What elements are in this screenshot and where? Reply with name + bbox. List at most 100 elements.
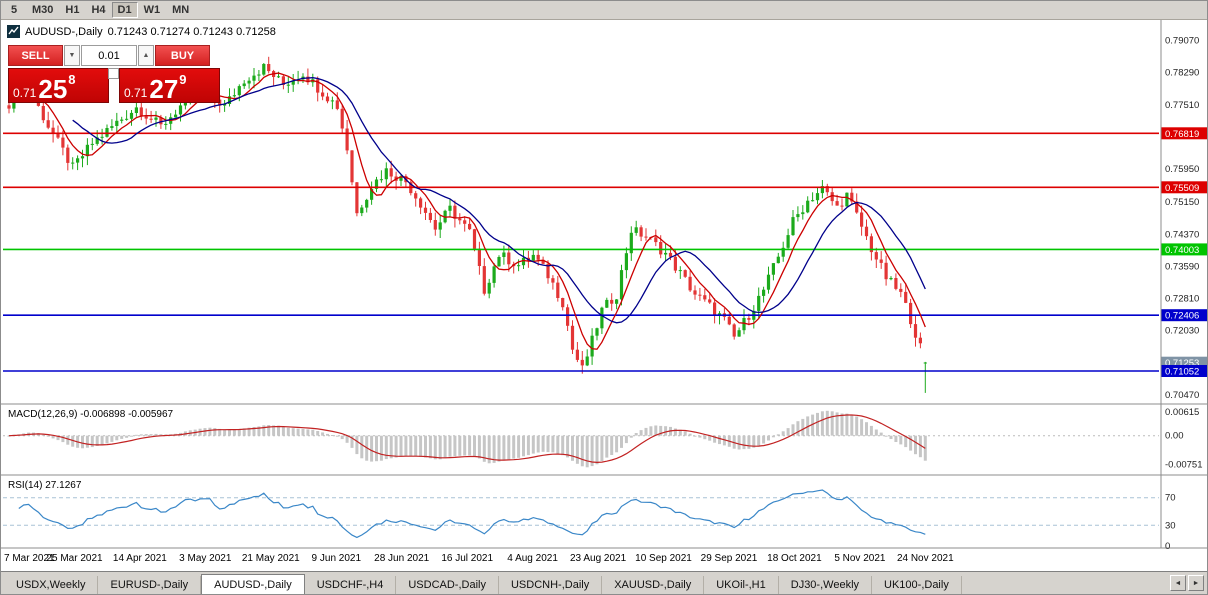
timeframe-button-h1[interactable]: H1 [65,4,80,16]
chart-icon [7,25,20,38]
date-label: 29 Sep 2021 [701,553,758,564]
price-badge: 0.76819 [1161,127,1207,140]
buy-price-pip: 9 [179,72,187,87]
chart-title: AUDUSD-,Daily 0.71243 0.71274 0.71243 0.… [7,25,276,38]
buy-price-big: 27 [149,73,179,104]
chart-tab-bar: USDX,Weekly EURUSD-,Daily AUDUSD-,Daily USD… [1,571,1207,594]
candles-layer [7,56,927,393]
sell-price-main: 0.71 [13,85,37,100]
date-label: 28 Jun 2021 [374,553,429,564]
chart-tabs: USDX,Weekly EURUSD-,Daily AUDUSD-,Daily USD… [4,574,962,594]
chart-area: 0.79070 0.78290 0.77510 0.75950 0.75150 0.743… [1,20,1208,573]
price-badge: 0.74003 [1161,243,1207,256]
chart-canvas[interactable]: 0.79070 0.78290 0.77510 0.75950 0.75150 0.743… [1,20,1208,573]
svg-text:0.00615: 0.00615 [1165,407,1199,418]
price-badge: 0.75509 [1161,181,1207,194]
svg-text:0.00: 0.00 [1165,431,1184,442]
svg-text:30: 30 [1165,520,1176,531]
chart-tab[interactable]: XAUUSD-,Daily [602,576,705,594]
svg-text:70: 70 [1165,493,1176,504]
timeframe-button-d1[interactable]: D1 [111,2,138,18]
ohlc-values: 0.71243 0.71274 0.71243 0.71258 [107,25,276,38]
macd-pane: MACD(12,26,9) -0.006898 -0.005967 0.00615… [3,407,1203,470]
date-label: 9 Jun 2021 [312,553,362,564]
svg-text:0.79070: 0.79070 [1165,36,1199,47]
date-label: 23 Aug 2021 [570,553,627,564]
svg-text:-0.00751: -0.00751 [1165,459,1203,470]
svg-text:0.75509: 0.75509 [1165,183,1199,194]
spread-box [108,68,119,79]
timeframe-button-5[interactable]: 5 [10,4,18,16]
sell-price-big: 25 [38,73,68,104]
price-badge: 0.71052 [1161,365,1207,378]
chart-tab[interactable]: USDCAD-,Daily [396,576,499,594]
svg-text:0.73590: 0.73590 [1165,261,1199,272]
rsi-pane: RSI(14) 27.1267 70 30 0 [3,480,1176,552]
ma-line-14 [72,77,926,324]
svg-text:0: 0 [1165,541,1170,552]
chart-tab[interactable]: USDX,Weekly [4,576,99,594]
svg-text:0.74370: 0.74370 [1165,229,1199,240]
timeframe-button-w1[interactable]: W1 [143,4,161,16]
date-label: 5 Nov 2021 [834,553,886,564]
sell-button[interactable]: SELL [8,45,63,66]
date-label: 25 Mar 2021 [46,553,103,564]
spread-gap [108,68,119,103]
date-label: 18 Oct 2021 [767,553,822,564]
volume-input[interactable] [81,45,137,66]
svg-text:0.71253: 0.71253 [1165,358,1199,369]
timeframe-button-h4[interactable]: H4 [91,4,106,16]
symbol-title: AUDUSD-,Daily [25,25,103,38]
date-label: 4 Aug 2021 [507,553,558,564]
ma-line-6 [33,72,926,350]
tab-scroll-right-icon[interactable]: ► [1188,575,1204,591]
date-label: 10 Sep 2021 [635,553,692,564]
svg-text:0.72810: 0.72810 [1165,294,1199,305]
timeframe-toolbar: 5 M30 H1 H4 D1 W1 MN [1,1,1207,20]
svg-text:0.70470: 0.70470 [1165,390,1199,401]
tab-scroll-left-icon[interactable]: ◄ [1170,575,1186,591]
svg-text:0.78290: 0.78290 [1165,68,1199,79]
one-click-trade-panel: SELL ▼ ▲ BUY 0.71 25 8 0.71 27 9 [8,45,220,103]
date-label: 7 Mar 2021 [4,553,55,564]
svg-text:0.71052: 0.71052 [1165,367,1199,378]
tab-nav: ◄ ► [1170,575,1204,591]
rsi-label: RSI(14) 27.1267 [8,480,82,491]
volume-up-button[interactable]: ▲ [138,45,154,66]
sell-price-pip: 8 [68,72,76,87]
sell-price-box[interactable]: 0.71 25 8 [8,68,109,103]
horizontal-lines-layer[interactable] [3,132,1159,372]
date-label: 16 Jul 2021 [441,553,493,564]
buy-price-box[interactable]: 0.71 27 9 [119,68,220,103]
svg-text:0.75950: 0.75950 [1165,164,1199,175]
buy-price-main: 0.71 [124,85,148,100]
chart-tab[interactable]: USDCHF-,H4 [305,576,397,594]
svg-text:0.72406: 0.72406 [1165,311,1199,322]
date-label: 14 Apr 2021 [113,553,167,564]
pane-separators [1,20,1207,549]
svg-text:0.74003: 0.74003 [1165,245,1199,256]
svg-text:0.76819: 0.76819 [1165,129,1199,140]
macd-label: MACD(12,26,9) -0.006898 -0.005967 [8,409,174,420]
date-label: 24 Nov 2021 [897,553,954,564]
timeframe-button-m30[interactable]: M30 [32,4,54,16]
chart-tab[interactable]: DJ30-,Weekly [779,576,873,594]
buy-button[interactable]: BUY [155,45,210,66]
volume-down-button[interactable]: ▼ [64,45,80,66]
chart-tab[interactable]: EURUSD-,Daily [98,576,202,594]
rsi-line [18,489,926,539]
chart-tab[interactable]: UK100-,Daily [872,576,962,594]
price-axis: 0.79070 0.78290 0.77510 0.75950 0.75150 0.743… [1165,36,1199,402]
timeframe-button-mn[interactable]: MN [172,4,190,16]
date-label: 21 May 2021 [242,553,300,564]
chart-tab[interactable]: USDCNH-,Daily [499,576,603,594]
svg-text:0.72030: 0.72030 [1165,326,1199,337]
price-badge: 0.72406 [1161,309,1207,322]
moving-average-lines [33,72,926,350]
macd-signal-line [8,414,926,464]
chart-tab[interactable]: AUDUSD-,Daily [201,574,305,594]
svg-text:0.77510: 0.77510 [1165,100,1199,111]
chart-tab[interactable]: UKOil-,H1 [704,576,779,594]
